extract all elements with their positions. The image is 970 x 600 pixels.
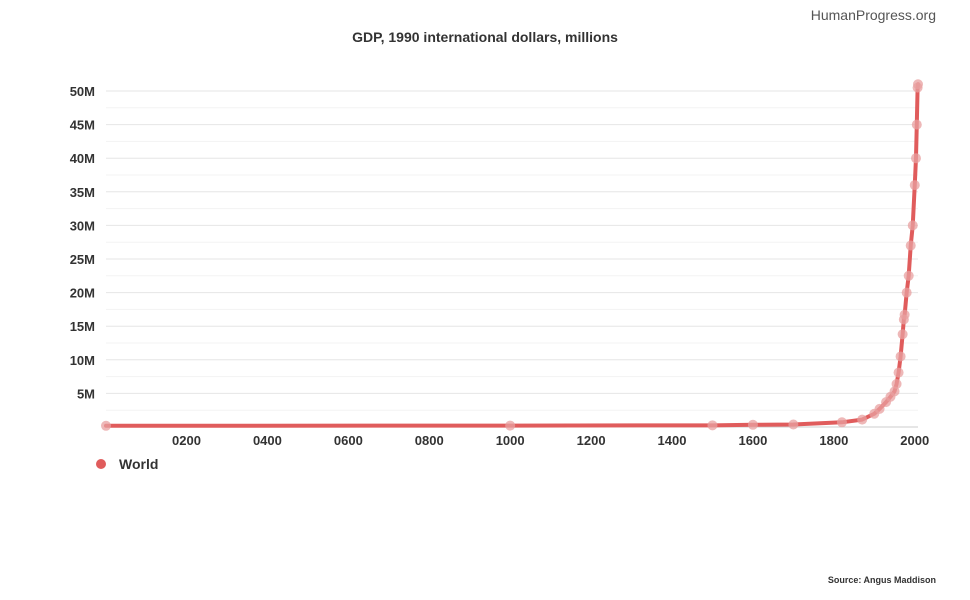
watermark: HumanProgress.org: [810, 7, 936, 23]
y-tick-label: 45M: [70, 118, 95, 133]
x-tick-label: 0800: [415, 433, 444, 448]
y-tick-label: 10M: [70, 353, 95, 368]
x-tick-label: 1000: [496, 433, 525, 448]
data-point[interactable]: [911, 119, 922, 130]
data-point[interactable]: [891, 378, 902, 389]
series-line: [104, 82, 920, 428]
data-point[interactable]: [788, 419, 799, 430]
y-tick-label: 35M: [70, 185, 95, 200]
x-tick-label: 1600: [738, 433, 767, 448]
data-point[interactable]: [899, 309, 910, 320]
data-point[interactable]: [901, 287, 912, 298]
x-axis-labels: 0200 0400 0600 0800 1000 1200 1400 1600 1800 2000: [172, 433, 929, 448]
data-point[interactable]: [895, 351, 906, 362]
data-point[interactable]: [910, 153, 921, 164]
legend[interactable]: World: [96, 456, 158, 472]
source-credit: Source: Angus Maddison: [827, 575, 936, 585]
legend-marker: [96, 459, 106, 469]
x-tick-label: 0600: [334, 433, 363, 448]
x-tick-label: 1200: [577, 433, 606, 448]
data-point[interactable]: [905, 240, 916, 251]
data-point[interactable]: [913, 79, 923, 90]
data-point[interactable]: [874, 403, 885, 414]
x-tick-label: 2000: [900, 433, 929, 448]
data-point[interactable]: [903, 270, 914, 281]
x-tick-label: 1800: [819, 433, 848, 448]
data-point[interactable]: [907, 220, 918, 231]
data-point[interactable]: [893, 367, 904, 378]
y-tick-label: 15M: [70, 319, 95, 334]
y-tick-label: 40M: [70, 151, 95, 166]
data-point[interactable]: [836, 417, 847, 428]
y-tick-label: 20M: [70, 286, 95, 301]
x-tick-label: 1400: [658, 433, 687, 448]
y-tick-label: 50M: [70, 84, 95, 99]
data-point[interactable]: [857, 414, 868, 425]
chart-title: GDP, 1990 international dollars, million…: [352, 29, 618, 45]
data-point[interactable]: [747, 419, 758, 430]
data-point[interactable]: [707, 420, 718, 431]
y-tick-label: 25M: [70, 252, 95, 267]
x-tick-label: 0200: [172, 433, 201, 448]
data-point[interactable]: [897, 329, 908, 340]
data-point[interactable]: [909, 180, 920, 191]
data-point[interactable]: [101, 420, 111, 431]
x-tick-label: 0400: [253, 433, 282, 448]
y-tick-label: 5M: [77, 386, 95, 401]
y-axis-labels: 5M 10M 15M 20M 25M 30M 35M 40M 45M 50M: [70, 84, 95, 401]
series-world[interactable]: [101, 79, 923, 431]
y-tick-label: 30M: [70, 218, 95, 233]
grid-lines: [106, 90, 918, 411]
data-point[interactable]: [505, 420, 516, 431]
legend-label-world[interactable]: World: [119, 456, 158, 472]
